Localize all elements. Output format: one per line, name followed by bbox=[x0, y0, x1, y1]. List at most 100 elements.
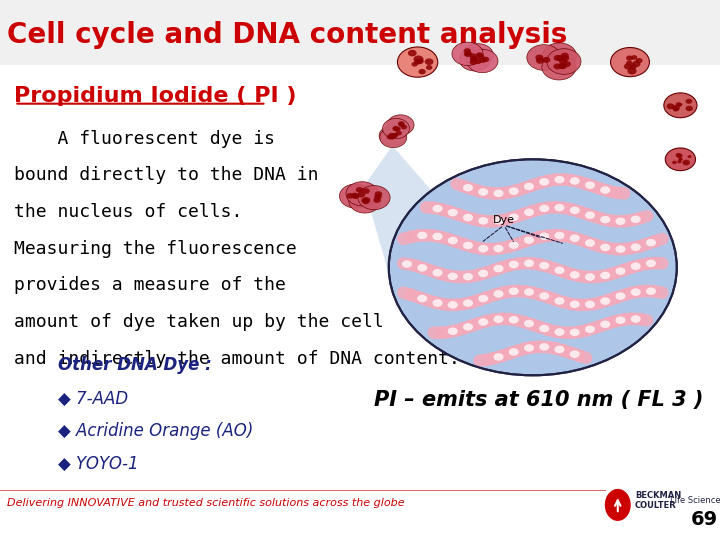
Circle shape bbox=[482, 57, 490, 62]
Circle shape bbox=[363, 197, 370, 203]
Circle shape bbox=[627, 68, 636, 75]
Circle shape bbox=[600, 244, 611, 251]
Circle shape bbox=[539, 265, 567, 286]
Circle shape bbox=[502, 254, 508, 259]
Circle shape bbox=[632, 61, 641, 67]
Circle shape bbox=[585, 301, 595, 308]
Circle shape bbox=[524, 259, 534, 267]
Circle shape bbox=[534, 308, 542, 314]
Circle shape bbox=[463, 214, 473, 221]
Circle shape bbox=[467, 49, 498, 73]
Circle shape bbox=[487, 294, 497, 301]
Circle shape bbox=[646, 260, 656, 267]
Circle shape bbox=[535, 315, 543, 321]
Circle shape bbox=[531, 308, 539, 314]
FancyBboxPatch shape bbox=[0, 0, 720, 65]
Circle shape bbox=[677, 153, 683, 158]
Circle shape bbox=[502, 276, 511, 284]
Circle shape bbox=[567, 290, 574, 295]
Circle shape bbox=[493, 315, 503, 323]
Circle shape bbox=[549, 312, 556, 318]
Circle shape bbox=[464, 48, 471, 53]
Circle shape bbox=[417, 264, 427, 272]
Circle shape bbox=[478, 245, 488, 253]
Circle shape bbox=[478, 188, 488, 196]
Circle shape bbox=[570, 207, 580, 214]
Circle shape bbox=[534, 312, 567, 336]
Circle shape bbox=[539, 262, 549, 269]
Circle shape bbox=[646, 287, 656, 295]
Circle shape bbox=[539, 205, 549, 212]
Circle shape bbox=[433, 205, 443, 212]
Circle shape bbox=[489, 298, 499, 305]
Circle shape bbox=[389, 159, 677, 375]
Circle shape bbox=[402, 260, 412, 268]
Circle shape bbox=[474, 59, 482, 64]
Circle shape bbox=[524, 288, 534, 296]
Circle shape bbox=[469, 59, 477, 65]
Text: 69: 69 bbox=[690, 510, 718, 529]
Circle shape bbox=[600, 186, 611, 194]
Circle shape bbox=[683, 160, 690, 165]
Circle shape bbox=[524, 208, 534, 216]
Circle shape bbox=[539, 292, 549, 300]
Circle shape bbox=[469, 53, 477, 59]
Text: Propidium Iodide ( PI ): Propidium Iodide ( PI ) bbox=[14, 86, 297, 106]
Circle shape bbox=[480, 273, 521, 304]
Circle shape bbox=[502, 259, 508, 264]
Circle shape bbox=[539, 325, 549, 332]
Circle shape bbox=[534, 304, 567, 329]
Circle shape bbox=[395, 126, 400, 131]
Circle shape bbox=[685, 106, 693, 111]
Circle shape bbox=[585, 326, 595, 333]
Circle shape bbox=[585, 239, 595, 247]
Circle shape bbox=[554, 278, 582, 299]
Circle shape bbox=[387, 134, 393, 139]
Circle shape bbox=[539, 178, 549, 186]
Circle shape bbox=[426, 65, 432, 70]
Circle shape bbox=[673, 107, 679, 111]
Circle shape bbox=[552, 279, 559, 284]
Circle shape bbox=[544, 309, 552, 315]
Circle shape bbox=[395, 131, 402, 136]
Circle shape bbox=[479, 57, 486, 63]
Circle shape bbox=[550, 273, 557, 278]
Circle shape bbox=[509, 316, 519, 323]
Circle shape bbox=[678, 160, 682, 163]
Circle shape bbox=[493, 190, 503, 197]
Circle shape bbox=[448, 301, 458, 309]
Circle shape bbox=[361, 198, 369, 203]
Circle shape bbox=[624, 63, 632, 70]
Circle shape bbox=[397, 47, 438, 77]
Circle shape bbox=[481, 248, 506, 267]
Text: Measuring the fluorescence: Measuring the fluorescence bbox=[14, 240, 297, 258]
Circle shape bbox=[536, 58, 544, 64]
Circle shape bbox=[477, 53, 485, 59]
Circle shape bbox=[616, 316, 626, 324]
Circle shape bbox=[362, 188, 370, 194]
Circle shape bbox=[392, 126, 399, 131]
Circle shape bbox=[554, 204, 564, 211]
Circle shape bbox=[463, 273, 473, 280]
Circle shape bbox=[567, 287, 573, 292]
Circle shape bbox=[472, 281, 513, 312]
Text: Dye: Dye bbox=[493, 215, 515, 225]
Circle shape bbox=[539, 343, 549, 350]
Circle shape bbox=[688, 155, 691, 158]
Circle shape bbox=[672, 105, 680, 111]
Circle shape bbox=[563, 61, 571, 67]
Text: provides a measure of the: provides a measure of the bbox=[14, 276, 287, 294]
Circle shape bbox=[448, 327, 458, 335]
Circle shape bbox=[500, 290, 510, 297]
Circle shape bbox=[543, 271, 571, 292]
Circle shape bbox=[493, 353, 503, 361]
Circle shape bbox=[482, 253, 488, 257]
Circle shape bbox=[487, 246, 492, 250]
Circle shape bbox=[408, 50, 417, 56]
Circle shape bbox=[524, 183, 534, 190]
Circle shape bbox=[464, 51, 471, 57]
Circle shape bbox=[600, 272, 611, 279]
Circle shape bbox=[493, 265, 503, 272]
Circle shape bbox=[570, 271, 580, 279]
Circle shape bbox=[533, 315, 541, 321]
